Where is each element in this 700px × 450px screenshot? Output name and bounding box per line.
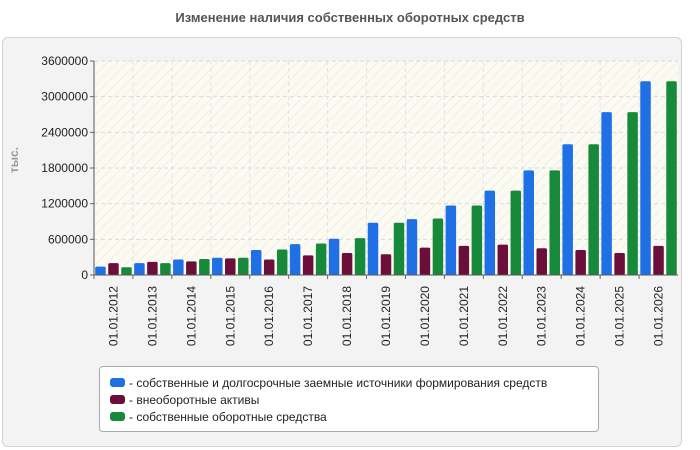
bar — [147, 261, 158, 275]
bar — [432, 218, 444, 275]
y-tick-label: 600000 — [48, 232, 88, 246]
bar — [380, 254, 392, 275]
bar — [601, 112, 612, 275]
x-tick-label: 01.01.2013 — [145, 286, 159, 346]
bar — [108, 263, 119, 275]
x-tick-label: 01.01.2016 — [262, 286, 276, 346]
bar — [199, 258, 210, 275]
bar — [302, 255, 314, 275]
bar — [458, 245, 470, 275]
x-tick-label: 01.01.2012 — [106, 286, 120, 346]
legend-item: - собственные оборотные средства — [110, 408, 598, 425]
x-tick-labels: 01.01.2012 01.01.2013 01.01.2014 01.01.2015… — [106, 286, 665, 346]
bar — [510, 190, 522, 275]
legend-item: - внеоборотные активы — [110, 391, 598, 408]
grid — [94, 60, 678, 275]
bar — [354, 238, 366, 275]
bar — [549, 170, 560, 275]
bar — [315, 243, 327, 275]
x-tick-label: 01.01.2026 — [652, 286, 666, 346]
bar — [588, 144, 599, 275]
y-tick-label: 2400000 — [41, 125, 88, 139]
y-axis-label: тыс. — [7, 147, 21, 173]
bar — [523, 170, 534, 275]
bar — [536, 248, 547, 275]
bar — [186, 261, 197, 275]
bar — [212, 257, 223, 275]
x-tick-label: 01.01.2015 — [223, 286, 237, 346]
x-tick-label: 01.01.2019 — [379, 286, 393, 346]
bar — [419, 247, 431, 275]
bar — [160, 263, 171, 275]
bar — [471, 205, 483, 275]
y-tick-label: 0 — [81, 268, 88, 282]
bar — [614, 253, 625, 275]
bar — [406, 219, 418, 275]
bars — [95, 81, 677, 275]
bar — [341, 253, 353, 275]
y-tick-label: 1800000 — [41, 161, 88, 175]
bar — [134, 263, 145, 275]
legend: - собственные и долгосрочные заемные ист… — [99, 366, 599, 432]
legend-swatch-working-capital — [110, 412, 125, 421]
legend-label: - собственные и долгосрочные заемные ист… — [129, 375, 548, 390]
bar — [328, 238, 340, 275]
bar — [173, 259, 184, 275]
x-tick-label: 01.01.2014 — [184, 286, 198, 346]
bar — [225, 258, 236, 275]
legend-label: - внеоборотные активы — [129, 392, 260, 407]
bar — [95, 266, 106, 275]
x-tick-label: 01.01.2018 — [340, 286, 354, 346]
legend-label: - собственные оборотные средства — [129, 409, 327, 424]
x-tick-label: 01.01.2024 — [574, 286, 588, 346]
bar — [562, 144, 573, 275]
legend-swatch-fixed-assets — [110, 395, 125, 404]
bar — [289, 244, 301, 275]
axes — [90, 60, 678, 279]
y-tick-label: 3000000 — [41, 90, 88, 104]
bar — [666, 81, 677, 275]
y-tick-label: 1200000 — [41, 197, 88, 211]
bar — [640, 81, 651, 275]
y-tick-label: 3600000 — [41, 54, 88, 68]
bar — [250, 250, 262, 275]
x-tick-label: 01.01.2025 — [613, 286, 627, 346]
x-tick-label: 01.01.2023 — [535, 286, 549, 346]
bar — [276, 249, 288, 275]
x-tick-label: 01.01.2021 — [457, 286, 471, 346]
bar — [497, 244, 509, 275]
bar — [484, 190, 496, 275]
chart-title: Изменение наличия собственных оборотных … — [175, 10, 525, 25]
bar — [121, 267, 132, 275]
bar — [575, 250, 586, 275]
bar — [393, 222, 405, 275]
bar — [367, 222, 379, 275]
x-tick-label: 01.01.2022 — [496, 286, 510, 346]
bar — [627, 112, 638, 275]
bar — [263, 259, 275, 275]
y-tick-labels: 0 600000 1200000 1800000 2400000 3000000 36000… — [41, 54, 88, 282]
x-tick-label: 01.01.2017 — [301, 286, 315, 346]
x-tick-label: 01.01.2020 — [418, 286, 432, 346]
legend-item: - собственные и долгосрочные заемные ист… — [110, 374, 598, 391]
bar — [653, 245, 664, 275]
bar — [238, 257, 249, 275]
bar — [445, 205, 457, 275]
legend-swatch-sources — [110, 378, 125, 387]
